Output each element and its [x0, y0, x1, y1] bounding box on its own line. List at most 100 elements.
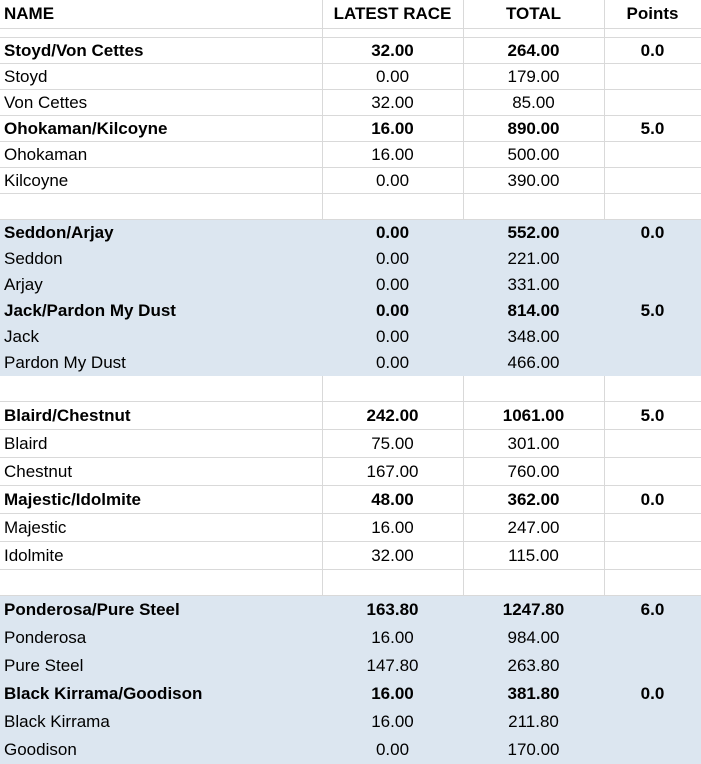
- latest-race-cell: 0.00: [322, 63, 464, 90]
- member-row: Blaird 75.00 301.00: [0, 429, 701, 458]
- team-row: Jack/Pardon My Dust 0.00 814.00 5.0: [0, 297, 701, 324]
- total-cell: 500.00: [463, 141, 605, 168]
- member-row: Pardon My Dust 0.00 466.00: [0, 349, 701, 376]
- points-cell: [604, 141, 701, 168]
- latest-race-cell: 75.00: [322, 429, 464, 458]
- name-cell: Ohokaman: [0, 141, 323, 168]
- points-cell: 5.0: [604, 297, 701, 324]
- points-cell: [604, 707, 701, 736]
- name-cell: Seddon/Arjay: [0, 219, 323, 246]
- name-cell: Black Kirrama: [0, 707, 323, 736]
- latest-race-cell: 48.00: [322, 485, 464, 514]
- points-cell: 0.0: [604, 219, 701, 246]
- name-cell: Jack: [0, 323, 323, 350]
- name-cell: Idolmite: [0, 541, 323, 570]
- latest-race-cell: 0.00: [322, 219, 464, 246]
- points-cell: [604, 63, 701, 90]
- team-row: Majestic/Idolmite 48.00 362.00 0.0: [0, 485, 701, 514]
- name-cell: Stoyd: [0, 63, 323, 90]
- group-spacer-row: [0, 375, 701, 402]
- name-cell: Von Cettes: [0, 89, 323, 116]
- total-cell: 390.00: [463, 167, 605, 194]
- member-row: Majestic 16.00 247.00: [0, 513, 701, 542]
- group-spacer-row: [0, 569, 701, 596]
- total-cell: 381.80: [463, 679, 605, 708]
- latest-race-cell: 0.00: [322, 271, 464, 298]
- header-latest-race: LATEST RACE: [322, 0, 464, 29]
- total-cell: 115.00: [463, 541, 605, 570]
- name-cell: Stoyd/Von Cettes: [0, 37, 323, 64]
- total-cell: 211.80: [463, 707, 605, 736]
- member-row: Chestnut 167.00 760.00: [0, 457, 701, 486]
- points-cell: 0.0: [604, 485, 701, 514]
- team-row: Ohokaman/Kilcoyne 16.00 890.00 5.0: [0, 115, 701, 142]
- total-cell: 331.00: [463, 271, 605, 298]
- member-row: Von Cettes 32.00 85.00: [0, 89, 701, 116]
- name-cell: Majestic: [0, 513, 323, 542]
- member-row: Arjay 0.00 331.00: [0, 271, 701, 298]
- total-cell: 814.00: [463, 297, 605, 324]
- points-cell: [604, 513, 701, 542]
- points-cell: [604, 167, 701, 194]
- name-cell: Kilcoyne: [0, 167, 323, 194]
- latest-race-cell: 16.00: [322, 623, 464, 652]
- name-cell: Black Kirrama/Goodison: [0, 679, 323, 708]
- points-cell: 5.0: [604, 401, 701, 430]
- team-row: Ponderosa/Pure Steel 163.80 1247.80 6.0: [0, 595, 701, 624]
- total-cell: 466.00: [463, 349, 605, 376]
- total-cell: 85.00: [463, 89, 605, 116]
- name-cell: Ponderosa/Pure Steel: [0, 595, 323, 624]
- latest-race-cell: 16.00: [322, 679, 464, 708]
- header-points: Points: [604, 0, 701, 29]
- latest-race-cell: 147.80: [322, 651, 464, 680]
- latest-race-cell: 0.00: [322, 167, 464, 194]
- name-cell: Pardon My Dust: [0, 349, 323, 376]
- team-row: Blaird/Chestnut 242.00 1061.00 5.0: [0, 401, 701, 430]
- total-cell: 984.00: [463, 623, 605, 652]
- latest-race-cell: 32.00: [322, 541, 464, 570]
- member-row: Ohokaman 16.00 500.00: [0, 141, 701, 168]
- total-cell: 301.00: [463, 429, 605, 458]
- header-total: TOTAL: [463, 0, 605, 29]
- points-cell: 5.0: [604, 115, 701, 142]
- name-cell: Pure Steel: [0, 651, 323, 680]
- header-row: NAME LATEST RACE TOTAL Points: [0, 0, 701, 29]
- total-cell: 760.00: [463, 457, 605, 486]
- total-cell: 247.00: [463, 513, 605, 542]
- latest-race-cell: 16.00: [322, 707, 464, 736]
- latest-race-cell: 16.00: [322, 115, 464, 142]
- total-cell: 264.00: [463, 37, 605, 64]
- member-row: Black Kirrama 16.00 211.80: [0, 707, 701, 736]
- team-row: Stoyd/Von Cettes 32.00 264.00 0.0: [0, 37, 701, 64]
- name-cell: Blaird: [0, 429, 323, 458]
- latest-race-cell: 32.00: [322, 37, 464, 64]
- member-row: Jack 0.00 348.00: [0, 323, 701, 350]
- total-cell: 1061.00: [463, 401, 605, 430]
- latest-race-cell: 0.00: [322, 297, 464, 324]
- name-cell: Ohokaman/Kilcoyne: [0, 115, 323, 142]
- latest-race-cell: 16.00: [322, 141, 464, 168]
- points-cell: [604, 623, 701, 652]
- total-cell: 362.00: [463, 485, 605, 514]
- latest-race-cell: 242.00: [322, 401, 464, 430]
- points-cell: 6.0: [604, 595, 701, 624]
- header-gap-row: [0, 28, 701, 38]
- member-row: Pure Steel 147.80 263.80: [0, 651, 701, 680]
- total-cell: 348.00: [463, 323, 605, 350]
- latest-race-cell: 32.00: [322, 89, 464, 116]
- team-row: Seddon/Arjay 0.00 552.00 0.0: [0, 219, 701, 246]
- points-cell: [604, 541, 701, 570]
- name-cell: Majestic/Idolmite: [0, 485, 323, 514]
- total-cell: 263.80: [463, 651, 605, 680]
- total-cell: 179.00: [463, 63, 605, 90]
- points-cell: 0.0: [604, 37, 701, 64]
- name-cell: Seddon: [0, 245, 323, 272]
- member-row: Ponderosa 16.00 984.00: [0, 623, 701, 652]
- latest-race-cell: 0.00: [322, 245, 464, 272]
- points-cell: [604, 651, 701, 680]
- latest-race-cell: 167.00: [322, 457, 464, 486]
- header-name: NAME: [0, 0, 323, 29]
- name-cell: Chestnut: [0, 457, 323, 486]
- points-cell: [604, 429, 701, 458]
